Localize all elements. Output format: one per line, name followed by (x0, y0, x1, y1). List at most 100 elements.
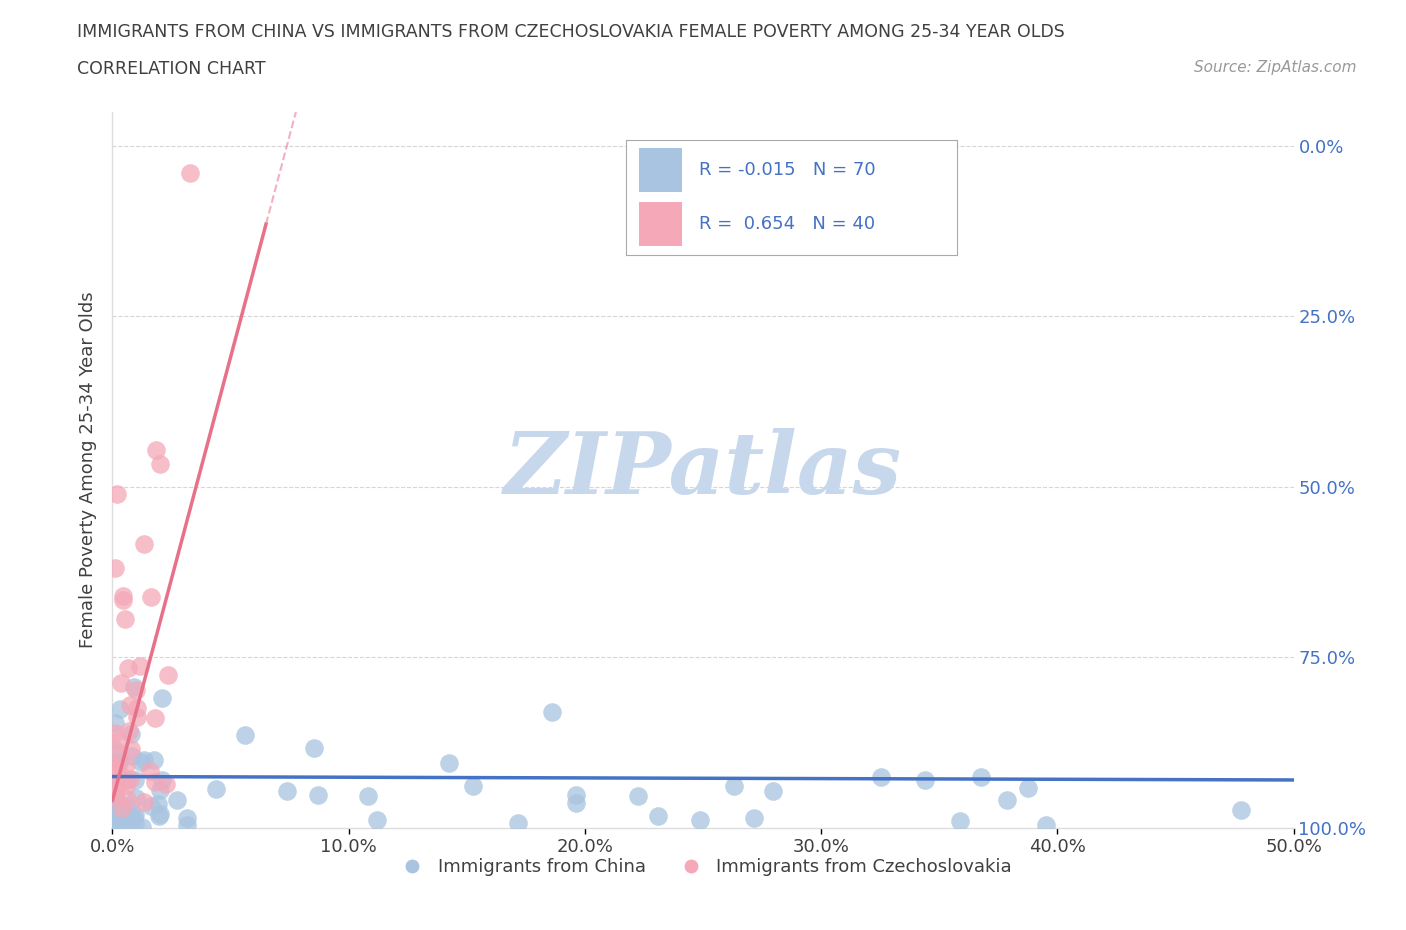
Point (125, 683, 148, 698)
Point (104, 785, 127, 800)
Point (120, 772, 142, 787)
Point (108, 812, 131, 827)
Point (141, 799, 163, 814)
Point (145, 443, 167, 458)
Point (104, 757, 127, 772)
Point (104, 764, 127, 778)
Point (120, 741, 142, 756)
Point (107, 755, 129, 770)
Point (124, 773, 146, 788)
Point (869, 769, 891, 784)
Point (276, 784, 298, 799)
Point (125, 700, 148, 715)
Point (1017, 780, 1039, 795)
Point (131, 754, 153, 769)
Point (149, 782, 172, 797)
Point (143, 711, 166, 725)
Point (117, 660, 139, 675)
Point (166, 793, 188, 808)
Point (104, 715, 127, 730)
Point (150, 691, 173, 706)
Point (111, 803, 134, 817)
Point (108, 754, 131, 769)
Point (115, 773, 138, 788)
Point (148, 809, 170, 824)
Point (132, 752, 155, 767)
Point (437, 756, 460, 771)
Point (689, 812, 711, 827)
Point (124, 817, 146, 831)
Point (125, 790, 148, 805)
Point (122, 680, 145, 695)
Point (949, 814, 972, 829)
Point (995, 792, 1018, 807)
Point (105, 776, 128, 790)
Point (118, 724, 141, 738)
Point (104, 778, 127, 793)
Point (307, 788, 329, 803)
Point (131, 819, 153, 834)
Point (111, 589, 134, 604)
Point (117, 791, 139, 806)
Point (970, 770, 993, 785)
Point (120, 726, 142, 741)
Point (104, 790, 127, 805)
Point (107, 762, 129, 777)
Text: Source: ZipAtlas.com: Source: ZipAtlas.com (1194, 60, 1357, 75)
Point (111, 801, 134, 816)
Point (104, 775, 127, 790)
Point (143, 752, 166, 767)
Point (104, 814, 127, 829)
Point (647, 808, 669, 823)
Point (356, 788, 378, 803)
Text: ZIPatlas: ZIPatlas (503, 428, 903, 512)
Point (118, 698, 141, 712)
Point (108, 701, 131, 716)
Point (150, 773, 173, 788)
Point (366, 813, 388, 828)
Point (132, 537, 155, 551)
Point (120, 809, 142, 824)
Point (463, 778, 485, 793)
Text: CORRELATION CHART: CORRELATION CHART (77, 60, 266, 78)
Point (627, 789, 650, 804)
Point (1035, 817, 1057, 832)
Point (148, 797, 170, 812)
Point (121, 749, 143, 764)
Point (134, 794, 156, 809)
Point (143, 774, 166, 789)
Point (304, 741, 326, 756)
Point (115, 801, 138, 816)
Point (128, 658, 150, 673)
Point (111, 814, 134, 829)
Point (762, 783, 785, 798)
Point (176, 817, 198, 832)
Point (104, 806, 127, 821)
Point (565, 795, 588, 810)
Point (205, 782, 228, 797)
Point (723, 778, 745, 793)
Point (114, 611, 136, 626)
Point (108, 796, 131, 811)
Point (155, 777, 177, 792)
Point (117, 818, 139, 833)
Point (176, 810, 198, 825)
Point (104, 782, 127, 797)
Point (914, 773, 936, 788)
Point (104, 742, 127, 757)
Point (139, 764, 162, 778)
Point (112, 774, 135, 789)
Point (233, 727, 256, 742)
Point (104, 812, 127, 827)
Text: IMMIGRANTS FROM CHINA VS IMMIGRANTS FROM CZECHOSLOVAKIA FEMALE POVERTY AMONG 25-: IMMIGRANTS FROM CHINA VS IMMIGRANTS FROM… (77, 23, 1066, 41)
Point (115, 758, 138, 773)
Point (107, 746, 129, 761)
Point (104, 560, 127, 575)
Point (125, 710, 148, 724)
Point (1230, 803, 1253, 817)
Point (112, 592, 135, 607)
Point (104, 725, 127, 740)
Point (149, 457, 172, 472)
Point (506, 816, 529, 830)
Point (564, 788, 586, 803)
